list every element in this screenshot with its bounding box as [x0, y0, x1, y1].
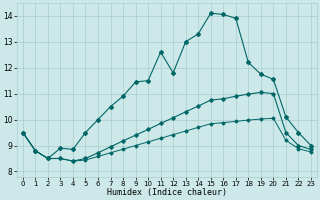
X-axis label: Humidex (Indice chaleur): Humidex (Indice chaleur): [107, 188, 227, 197]
